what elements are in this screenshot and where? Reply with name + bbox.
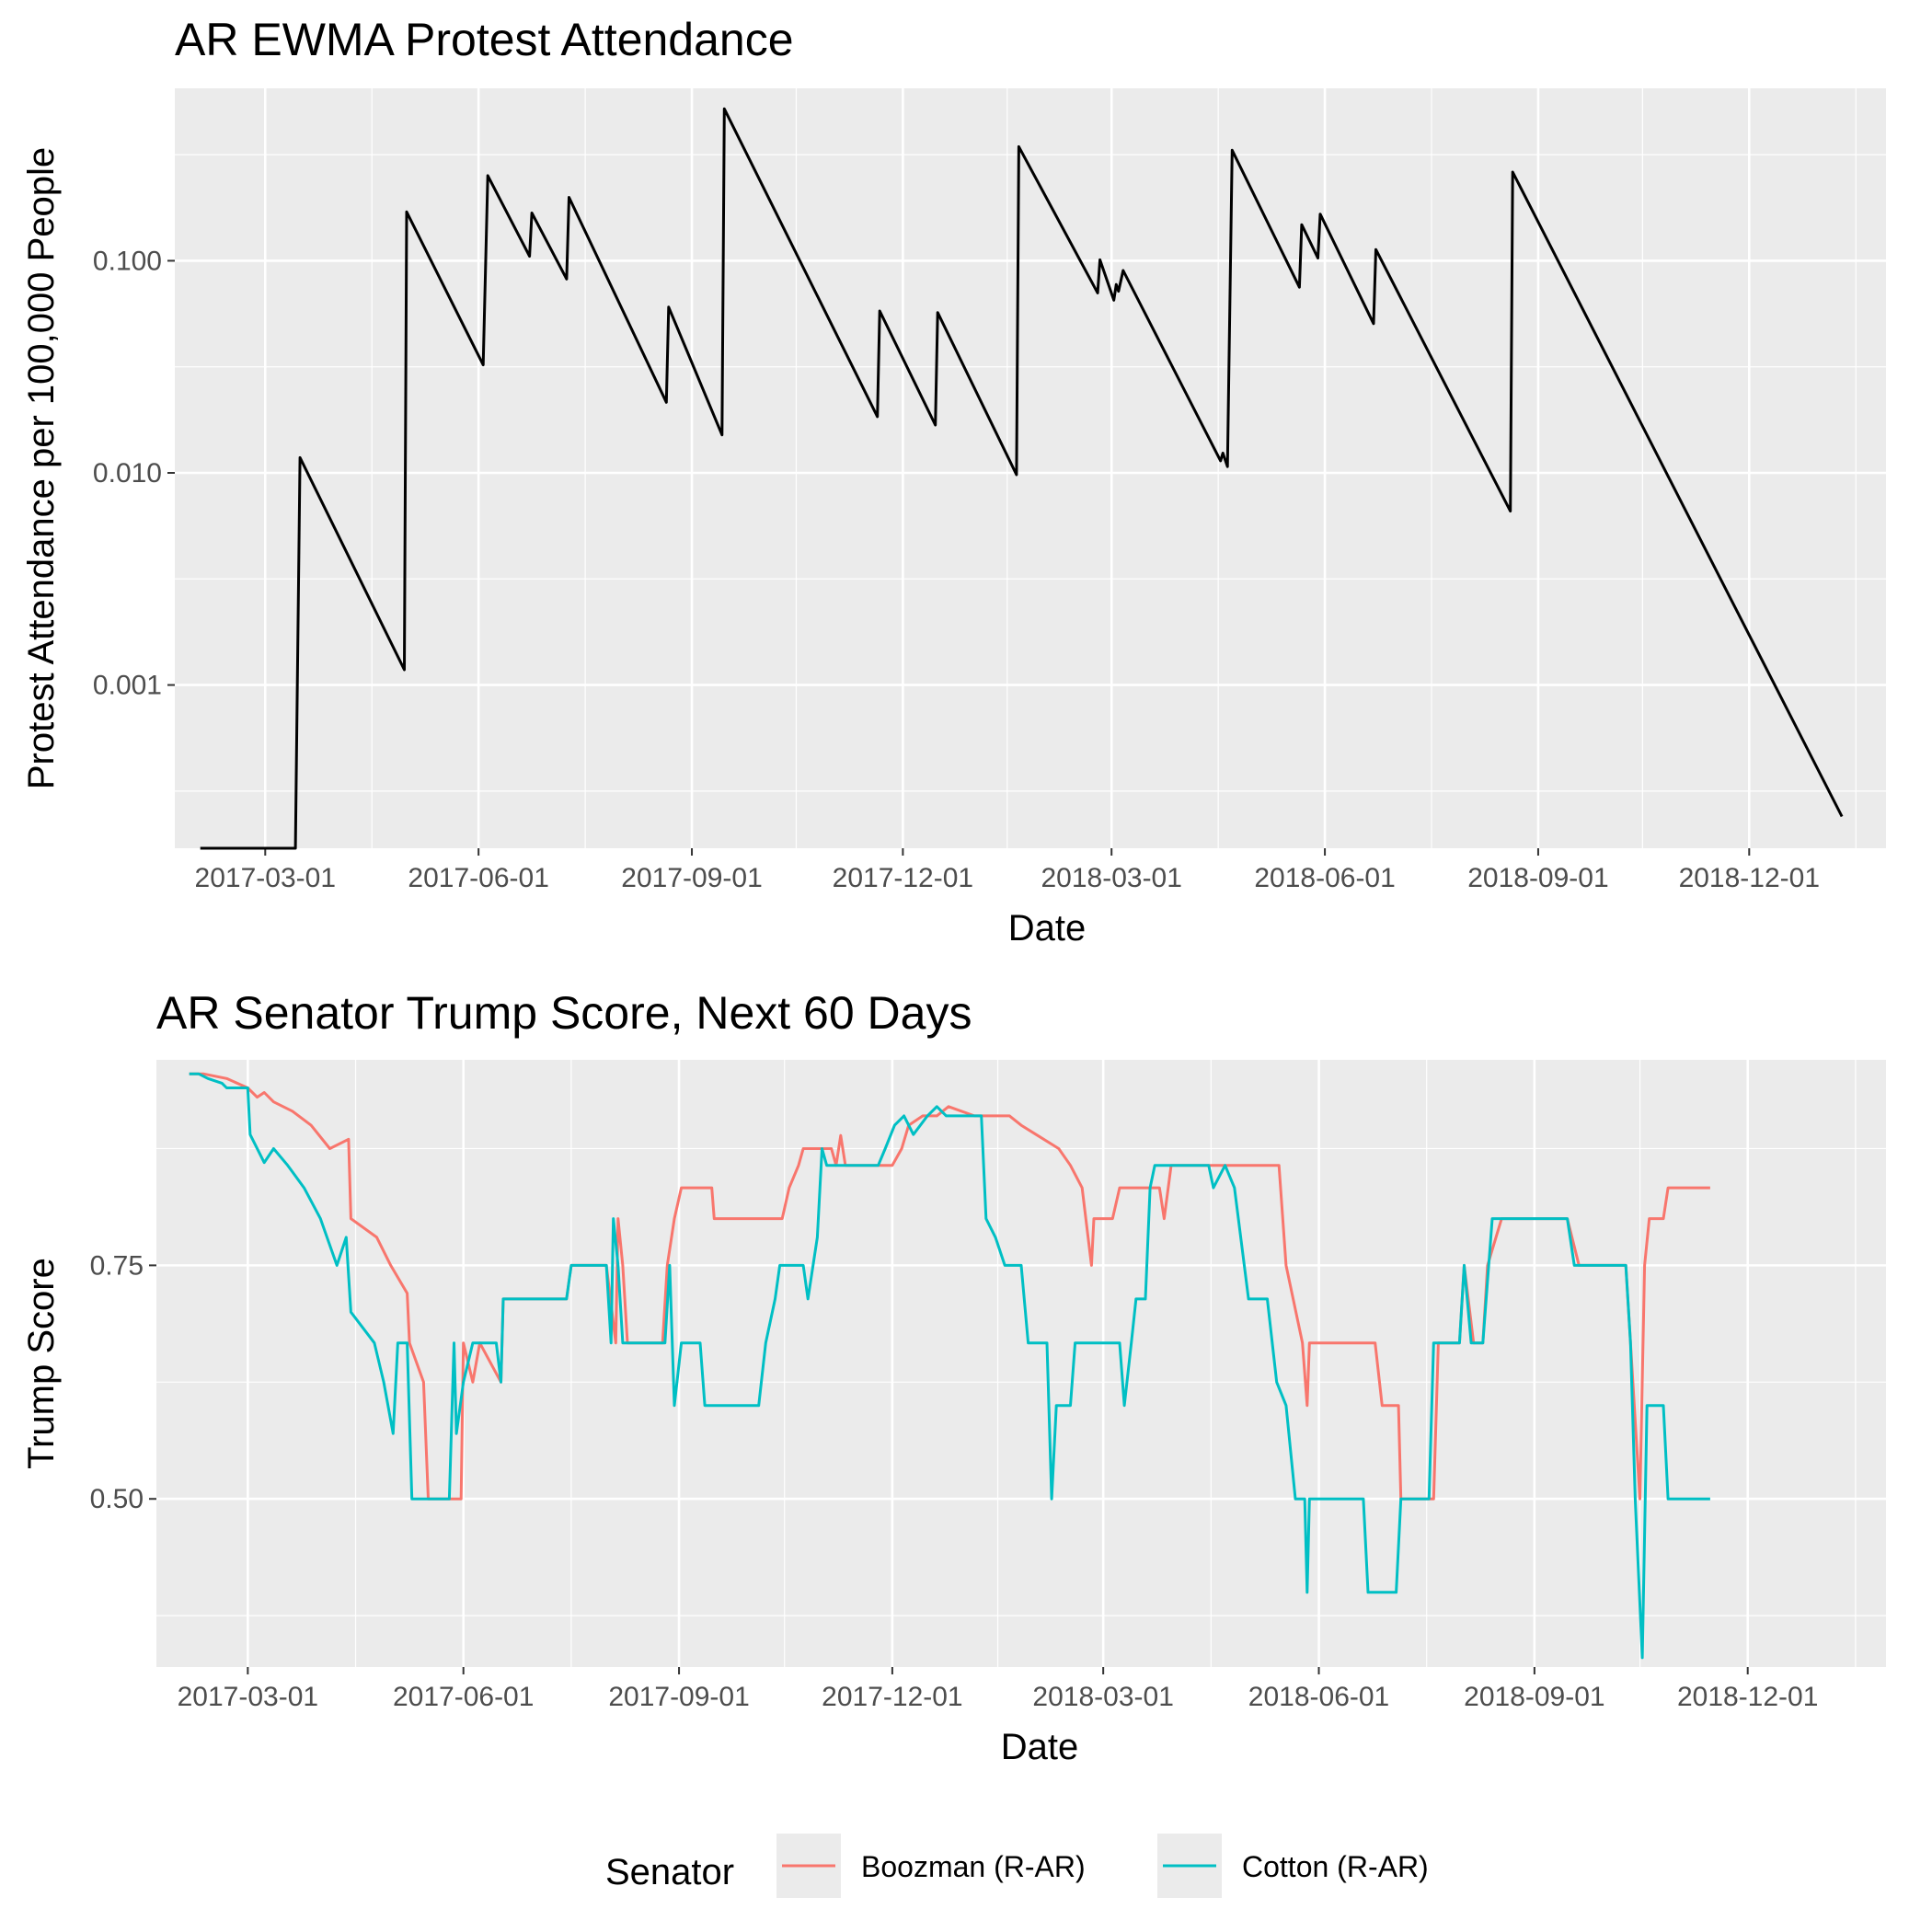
legend-item-cotton: Cotton (R-AR) [1157,1834,1429,1898]
x-tick-label: 2017-12-01 [833,863,973,893]
legend-item-boozman: Boozman (R-AR) [776,1834,1086,1898]
y-tick-label: 0.50 [90,1484,144,1514]
x-tick-label: 2018-03-01 [1032,1682,1173,1712]
series-protest [200,107,1844,850]
legend-title: Senator [605,1852,734,1892]
x-tick-label: 2017-12-01 [822,1682,962,1712]
legend-label-cotton: Cotton (R-AR) [1242,1850,1429,1883]
chart-title-protest: AR EWMA Protest Attendance [175,14,794,65]
x-axis-title-trump: Date [1001,1727,1079,1767]
legend: Senator Boozman (R-AR) Cotton (R-AR) [605,1834,1429,1898]
x-tick-label: 2017-06-01 [408,863,548,893]
x-axis-ticks-trump: 2017-03-01 2017-06-01 2017-09-01 2017-12-01… [178,1667,1818,1712]
x-tick-label: 2018-06-01 [1248,1682,1389,1712]
y-tick-label: 0.010 [93,458,162,489]
y-tick-label: 0.75 [90,1250,144,1281]
x-axis-ticks-protest: 2017-03-01 2017-06-01 2017-09-01 2017-12-01… [195,848,1820,893]
y-axis-ticks-protest: 0.001 0.010 0.100 [93,246,175,701]
x-tick-label: 2018-09-01 [1467,863,1608,893]
plot-area-protest [175,88,1886,848]
y-tick-label: 0.100 [93,246,162,276]
y-tick-label: 0.001 [93,671,162,701]
x-tick-label: 2018-03-01 [1041,863,1181,893]
x-tick-label: 2017-06-01 [393,1682,534,1712]
x-tick-label: 2017-03-01 [195,863,336,893]
x-tick-label: 2018-12-01 [1677,1682,1818,1712]
x-tick-label: 2017-09-01 [621,863,762,893]
x-tick-label: 2017-09-01 [608,1682,749,1712]
x-tick-label: 2017-03-01 [178,1682,318,1712]
x-tick-label: 2018-12-01 [1679,863,1820,893]
plot-area-trump [156,1060,1886,1667]
y-axis-ticks-trump: 0.50 0.75 [90,1250,156,1514]
protest-attendance-panel: AR EWMA Protest Attendance 2017-03-01 201… [21,14,1886,949]
legend-label-boozman: Boozman (R-AR) [861,1850,1086,1883]
series-trump [189,1072,1710,1660]
y-axis-title-protest: Protest Attendance per 100,000 People [21,147,62,789]
y-axis-title-trump: Trump Score [21,1258,62,1469]
x-tick-label: 2018-09-01 [1464,1682,1604,1712]
chart-title-trump: AR Senator Trump Score, Next 60 Days [156,987,972,1039]
trump-score-panel: AR Senator Trump Score, Next 60 Days 201… [21,987,1886,1767]
x-axis-title-protest: Date [1008,908,1087,949]
series-line-cotton [189,1072,1710,1660]
x-tick-label: 2018-06-01 [1254,863,1395,893]
series-line-protest [200,107,1844,850]
gridlines-protest [175,88,1886,848]
